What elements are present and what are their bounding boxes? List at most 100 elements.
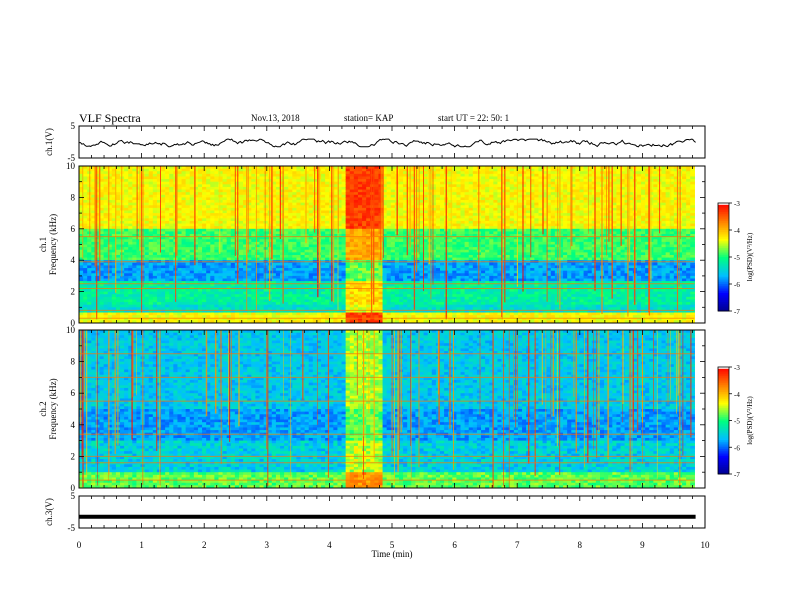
spectrogram-cell [337, 200, 343, 204]
spectrogram-cell [103, 288, 109, 293]
spectrogram-cell [79, 273, 84, 277]
spectrogram-cell [189, 176, 195, 180]
spectrogram-cell [386, 320, 392, 323]
spectrogram-cell [107, 189, 113, 193]
spectrogram-cell [386, 202, 392, 206]
spectrogram-cell [107, 270, 113, 274]
spectrogram-cell [386, 200, 392, 204]
spectrogram-cell [280, 239, 285, 243]
spectrogram-cell [357, 215, 363, 219]
spectrogram-cell [132, 171, 138, 175]
spectrogram-cell [185, 176, 191, 180]
spectrogram-cell [132, 192, 138, 196]
spectrogram-cell [341, 234, 347, 238]
spectrogram-cell [407, 291, 412, 295]
spectrogram-cell [263, 189, 269, 193]
spectrogram-cell [177, 265, 183, 269]
spectrogram-cell [124, 218, 129, 222]
spectrogram-cell [181, 249, 187, 253]
spectrogram-cell [185, 247, 191, 251]
spectrogram-cell [386, 239, 392, 243]
spectrogram-cell [403, 309, 408, 314]
spectrogram-cell [271, 296, 277, 301]
spectrogram-cell [95, 218, 101, 222]
spectrogram-cell [415, 226, 421, 230]
spectrogram-cell [403, 166, 408, 170]
spectrogram-cell [259, 283, 265, 287]
spectrogram-cell [353, 197, 359, 201]
spectrogram-cell [148, 294, 154, 298]
spectrogram-cell [99, 257, 105, 261]
spectrogram-cell [107, 184, 113, 188]
spectrogram-cell [156, 257, 162, 261]
spectrogram-cell [386, 270, 392, 274]
spectrogram-cell [362, 299, 367, 303]
spectrogram-cell [124, 241, 129, 246]
spectrogram-cell [197, 207, 203, 212]
spectrogram-cell [210, 207, 215, 212]
spectrogram-cell [222, 249, 228, 253]
spectrogram-cell [263, 173, 269, 178]
spectrogram-cell [107, 239, 113, 243]
spectrogram-cell [95, 320, 101, 323]
spectrogram-cell [415, 315, 421, 319]
spectrogram-cell [390, 278, 396, 282]
spectrogram-cell [284, 278, 289, 282]
spectrogram-cell [280, 223, 285, 227]
spectrogram-cell [403, 270, 408, 274]
spectrogram-cell [136, 247, 142, 251]
spectrogram-cell [169, 275, 174, 280]
spectrogram-cell [275, 270, 281, 274]
spectrogram-cell [288, 207, 293, 212]
spectrogram-cell [128, 173, 133, 178]
spectrogram-cell [345, 218, 351, 222]
spectrogram-cell [169, 262, 174, 267]
spectrogram-cell [284, 249, 289, 253]
spectrogram-cell [136, 176, 142, 180]
spectrogram-cell [115, 231, 121, 235]
spectrogram-cell [111, 244, 117, 248]
spectrogram-cell [79, 200, 84, 204]
spectrogram-cell [210, 168, 215, 172]
spectrogram-cell [206, 192, 211, 196]
spectrogram-cell [288, 278, 293, 282]
spectrogram-cell [292, 304, 298, 308]
spectrogram-cell [415, 205, 421, 209]
spectrogram-cell [341, 254, 347, 259]
spectrogram-cell [374, 200, 380, 204]
spectrogram-cell [206, 210, 211, 214]
spectrogram-cell [292, 189, 298, 193]
spectrogram-cell [304, 265, 310, 269]
spectrogram-cell [152, 283, 158, 287]
spectrogram-cell [83, 273, 88, 277]
spectrogram-cell [366, 273, 371, 277]
spectrogram-cell [218, 254, 224, 259]
spectrogram-cell [296, 244, 302, 248]
spectrogram-cell [91, 215, 97, 219]
spectrogram-cell [79, 296, 84, 301]
spectrogram-cell [124, 257, 129, 261]
spectrogram-cell [362, 249, 367, 253]
spectrogram-cell [243, 304, 248, 308]
spectrogram-cell [161, 236, 166, 240]
spectrogram-cell [275, 317, 281, 321]
spectrogram-cell [197, 179, 203, 183]
spectrogram-cell [218, 304, 224, 308]
spectrogram-cell [107, 226, 113, 230]
spectrogram-cell [83, 192, 88, 196]
spectrogram-cell [148, 296, 154, 301]
spectrogram-cell [247, 210, 252, 214]
figure-title: VLF Spectra [79, 111, 141, 125]
spectrogram-cell [251, 215, 256, 219]
spectrogram-cell [288, 304, 293, 308]
spectrogram-cell [263, 166, 269, 170]
spectrogram-cell [83, 317, 88, 321]
spectrogram-cell [234, 312, 240, 316]
spectrogram-cell [197, 254, 203, 259]
spectrogram-cell [349, 304, 355, 308]
spectrogram-cell [357, 186, 363, 191]
spectrogram-cell [288, 307, 293, 311]
spectrogram-cell [177, 312, 183, 316]
spectrogram-cell [300, 307, 306, 311]
spectrogram-cell [321, 181, 326, 185]
